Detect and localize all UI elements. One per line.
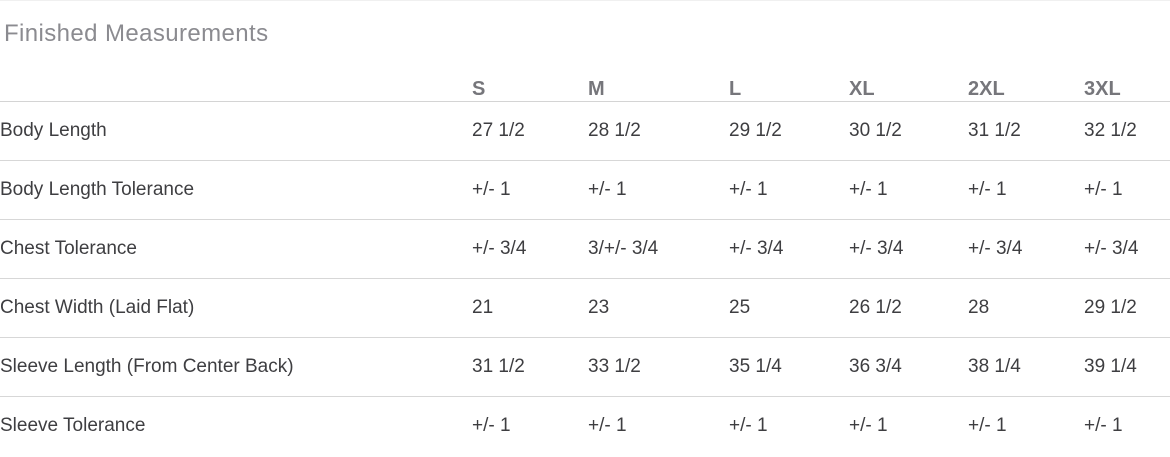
measurement-cell: 29 1/2: [1084, 278, 1170, 338]
table-row-sleeve-tolerance: Sleeve Tolerance +/- 1 +/- 1 +/- 1 +/- 1…: [0, 397, 1170, 456]
measurement-cell: 3/+/- 3/4: [588, 219, 729, 279]
table-row-chest-tolerance: Chest Tolerance +/- 3/4 3/+/- 3/4 +/- 3/…: [0, 219, 1170, 279]
row-label: Chest Width (Laid Flat): [0, 278, 472, 338]
row-label: Chest Tolerance: [0, 219, 472, 279]
measurement-cell: 28: [968, 278, 1084, 338]
row-label: Body Length: [0, 101, 472, 161]
row-label: Body Length Tolerance: [0, 160, 472, 220]
measurement-cell: +/- 1: [588, 415, 627, 436]
section-title: Finished Measurements: [4, 20, 269, 47]
measurement-cell: +/- 1: [729, 160, 849, 220]
size-header-row: S M L XL 2XL 3XL: [0, 51, 1170, 102]
row-label: Sleeve Length (From Center Back): [0, 337, 472, 397]
measurement-cell: +/- 1: [849, 415, 888, 436]
measurement-cell: +/- 1: [1084, 415, 1123, 436]
measurement-cell: +/- 1: [729, 415, 768, 436]
measurement-cell: 29 1/2: [729, 101, 849, 161]
size-column-header-2xl: 2XL: [968, 51, 1084, 102]
measurement-cell: +/- 1: [1084, 160, 1170, 220]
measurement-cell: 23: [588, 278, 729, 338]
size-column-header-l: L: [729, 51, 849, 102]
measurement-cell: +/- 1: [968, 160, 1084, 220]
table-row-body-length-tolerance: Body Length Tolerance +/- 1 +/- 1 +/- 1 …: [0, 160, 1170, 220]
measurement-cell: 26 1/2: [849, 278, 968, 338]
measurement-cell: +/- 3/4: [472, 219, 588, 279]
measurement-cell: +/- 3/4: [729, 219, 849, 279]
size-column-header-s: S: [472, 51, 588, 102]
measurement-cell: +/- 3/4: [1084, 219, 1170, 279]
table-row-chest-width: Chest Width (Laid Flat) 21 23 25 26 1/2 …: [0, 278, 1170, 338]
measurement-cell: 33 1/2: [588, 337, 729, 397]
measurement-cell: +/- 1: [588, 160, 729, 220]
measurement-cell: 32 1/2: [1084, 101, 1170, 161]
measurement-cell: 28 1/2: [588, 101, 729, 161]
measurement-cell: 31 1/2: [472, 337, 588, 397]
measurement-cell: 36 3/4: [849, 337, 968, 397]
measurement-cell: +/- 1: [849, 160, 968, 220]
measurement-cell: 25: [729, 278, 849, 338]
measurement-cell: +/- 1: [472, 160, 588, 220]
table-row-body-length: Body Length 27 1/2 28 1/2 29 1/2 30 1/2 …: [0, 101, 1170, 161]
measurement-cell: 31 1/2: [968, 101, 1084, 161]
measurement-cell: 21: [472, 278, 588, 338]
measurement-cell: +/- 3/4: [968, 219, 1084, 279]
measurement-cell: 27 1/2: [472, 101, 588, 161]
measurement-cell: 39 1/4: [1084, 337, 1170, 397]
measurement-cell: 35 1/4: [729, 337, 849, 397]
measurement-cell: 38 1/4: [968, 337, 1084, 397]
measurement-cell: +/- 1: [968, 415, 1007, 436]
size-column-header-m: M: [588, 51, 729, 102]
row-label-header-spacer: [0, 51, 472, 102]
measurement-cell: +/- 3/4: [849, 219, 968, 279]
measurement-cell: +/- 1: [472, 415, 511, 436]
size-column-header-3xl: 3XL: [1084, 51, 1170, 102]
measurement-cell: 30 1/2: [849, 101, 968, 161]
row-label: Sleeve Tolerance: [0, 415, 146, 436]
table-row-sleeve-length: Sleeve Length (From Center Back) 31 1/2 …: [0, 337, 1170, 397]
size-column-header-xl: XL: [849, 51, 968, 102]
finished-measurements-table: S M L XL 2XL 3XL Body Length 27 1/2 28 1…: [0, 51, 1170, 455]
